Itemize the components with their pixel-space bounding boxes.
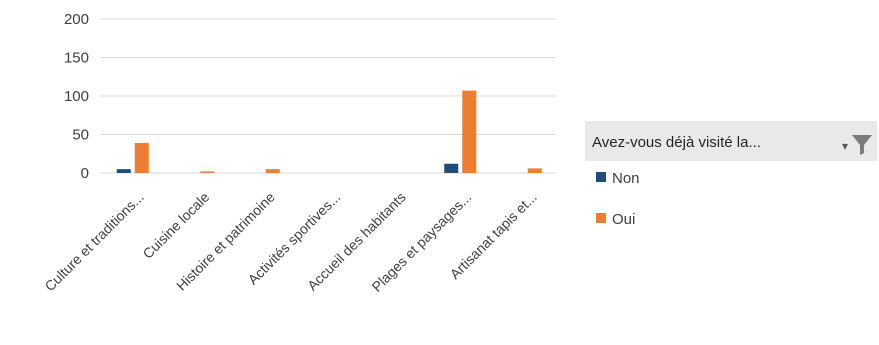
legend-title: Avez-vous déjà visité la... xyxy=(592,134,761,151)
bar-non-0 xyxy=(116,169,131,173)
legend-label-oui: Oui xyxy=(612,211,635,228)
bars xyxy=(116,90,542,173)
x-axis-labels: Culture et traditions...Cuisine localeHi… xyxy=(41,189,539,295)
bar-oui-5 xyxy=(462,90,477,173)
y-tick-label: 0 xyxy=(81,165,89,182)
legend-label-non: Non xyxy=(612,170,640,187)
x-category-label: Culture et traditions... xyxy=(41,189,146,294)
legend: Avez-vous déjà visité la... ▾ Non Oui xyxy=(585,121,877,228)
y-tick-label: 150 xyxy=(64,50,89,67)
y-tick-label: 200 xyxy=(64,11,89,28)
legend-header-background xyxy=(585,121,877,161)
bar-oui-2 xyxy=(265,169,280,173)
legend-swatch-oui xyxy=(596,213,606,223)
filter-dropdown-icon: ▾ xyxy=(842,139,848,153)
y-axis-ticks: 0 50 100 150 200 xyxy=(64,11,89,182)
bar-oui-0 xyxy=(134,142,149,173)
filter-icon[interactable]: ▾ xyxy=(842,135,872,155)
gridlines xyxy=(100,18,556,174)
bar-oui-6 xyxy=(527,168,542,173)
legend-swatch-non xyxy=(596,172,606,182)
bar-oui-1 xyxy=(200,171,215,173)
y-tick-label: 100 xyxy=(64,88,89,105)
y-tick-label: 50 xyxy=(72,127,89,144)
x-category-label: Cuisine locale xyxy=(139,189,212,262)
bar-non-5 xyxy=(444,163,459,173)
